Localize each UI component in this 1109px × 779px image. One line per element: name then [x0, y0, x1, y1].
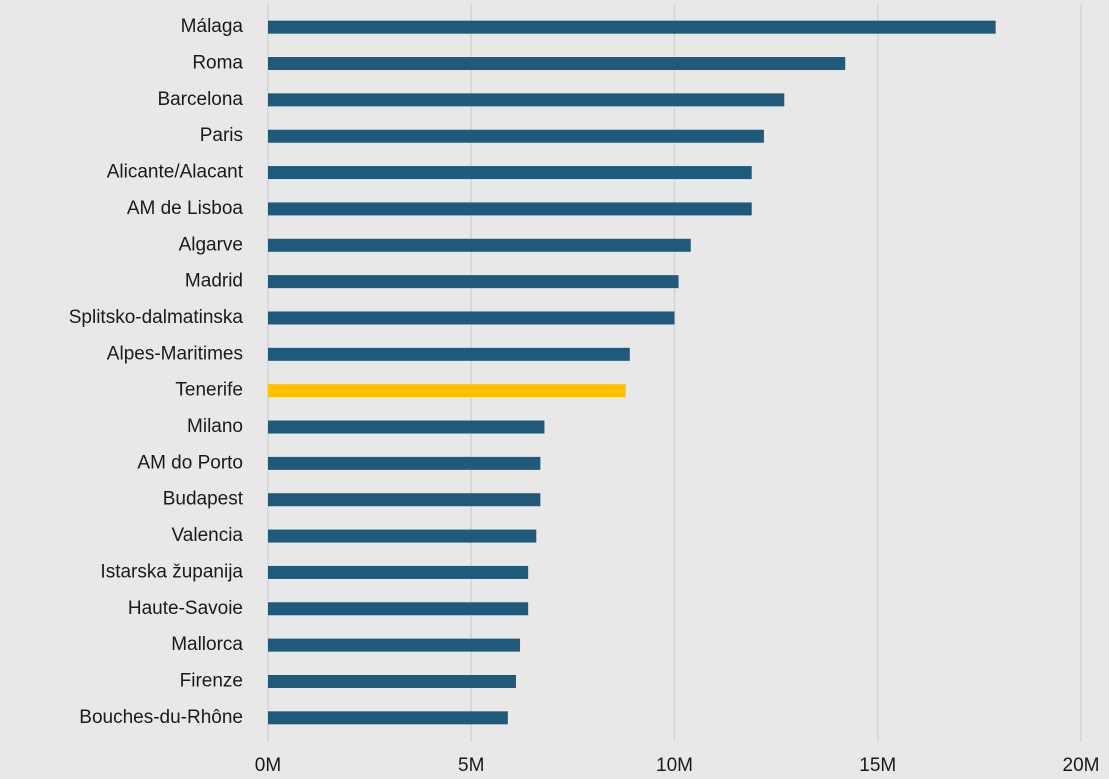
- y-tick-label: Paris: [200, 125, 243, 146]
- bar: [268, 638, 521, 652]
- y-tick-label: Mallorca: [171, 634, 243, 655]
- bar: [268, 238, 691, 252]
- bar: [268, 57, 846, 71]
- y-tick-label: Haute-Savoie: [128, 598, 243, 619]
- bar: [268, 529, 537, 543]
- bar: [268, 420, 545, 434]
- y-tick-label: Milano: [187, 416, 243, 437]
- bar: [268, 711, 508, 725]
- y-tick-label: Algarve: [179, 234, 243, 255]
- y-tick-label: Tenerife: [175, 380, 243, 401]
- x-tick-label: 15M: [859, 755, 896, 776]
- y-tick-label: Roma: [192, 53, 243, 74]
- y-tick-label: Bouches-du-Rhône: [79, 707, 243, 728]
- y-tick-label: AM de Lisboa: [127, 198, 244, 219]
- x-tick-label: 10M: [656, 755, 693, 776]
- y-tick-label: Splitsko-dalmatinska: [69, 307, 244, 328]
- y-tick-label: Valencia: [172, 525, 244, 546]
- x-tick-label: 0M: [255, 755, 281, 776]
- bar: [268, 347, 630, 361]
- bar: [268, 202, 752, 216]
- bar: [268, 456, 541, 470]
- x-tick-label: 5M: [458, 755, 484, 776]
- y-tick-label: AM do Porto: [137, 452, 243, 473]
- bar: [268, 493, 541, 507]
- y-tick-label: Alicante/Alacant: [107, 162, 244, 183]
- bar: [268, 20, 996, 34]
- bar: [268, 166, 752, 180]
- y-tick-label: Barcelona: [157, 89, 243, 110]
- y-tick-label: Alpes-Maritimes: [107, 343, 243, 364]
- bar: [268, 93, 785, 107]
- bar: [268, 674, 516, 688]
- bar: [268, 384, 626, 398]
- y-tick-label: Madrid: [185, 271, 243, 292]
- bar: [268, 311, 675, 325]
- bar: [268, 602, 529, 616]
- bar: [268, 565, 529, 579]
- bar: [268, 275, 679, 289]
- x-tick-label: 20M: [1063, 755, 1100, 776]
- y-tick-label: Budapest: [163, 489, 244, 510]
- y-tick-label: Firenze: [180, 670, 243, 691]
- y-tick-label: Málaga: [181, 16, 244, 37]
- y-tick-label: Istarska županija: [100, 561, 243, 582]
- bar: [268, 129, 764, 143]
